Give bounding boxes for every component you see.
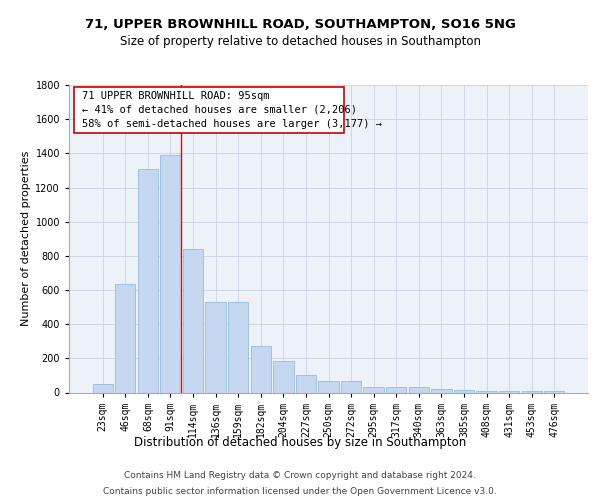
Bar <box>273 361 293 392</box>
Bar <box>409 388 429 392</box>
Text: Distribution of detached houses by size in Southampton: Distribution of detached houses by size … <box>134 436 466 449</box>
Text: Contains public sector information licensed under the Open Government Licence v3: Contains public sector information licen… <box>103 486 497 496</box>
Bar <box>319 382 338 392</box>
Bar <box>341 382 361 392</box>
Bar <box>364 386 384 392</box>
Bar <box>454 390 474 392</box>
Bar <box>138 168 158 392</box>
Text: Size of property relative to detached houses in Southampton: Size of property relative to detached ho… <box>119 35 481 48</box>
Bar <box>205 302 226 392</box>
Bar <box>431 389 452 392</box>
Y-axis label: Number of detached properties: Number of detached properties <box>21 151 31 326</box>
Bar <box>544 391 565 392</box>
Bar <box>183 249 203 392</box>
Bar <box>115 284 136 393</box>
FancyBboxPatch shape <box>74 87 344 132</box>
Bar <box>160 155 181 392</box>
Bar <box>499 391 519 392</box>
Bar <box>251 346 271 393</box>
Text: 71 UPPER BROWNHILL ROAD: 95sqm
← 41% of detached houses are smaller (2,206)
58% : 71 UPPER BROWNHILL ROAD: 95sqm ← 41% of … <box>82 90 382 130</box>
Bar <box>228 302 248 392</box>
Bar <box>296 374 316 392</box>
Bar <box>92 384 113 392</box>
Bar <box>476 391 497 392</box>
Bar <box>386 388 406 392</box>
Bar <box>521 391 542 392</box>
Text: 71, UPPER BROWNHILL ROAD, SOUTHAMPTON, SO16 5NG: 71, UPPER BROWNHILL ROAD, SOUTHAMPTON, S… <box>85 18 515 30</box>
Text: Contains HM Land Registry data © Crown copyright and database right 2024.: Contains HM Land Registry data © Crown c… <box>124 472 476 480</box>
